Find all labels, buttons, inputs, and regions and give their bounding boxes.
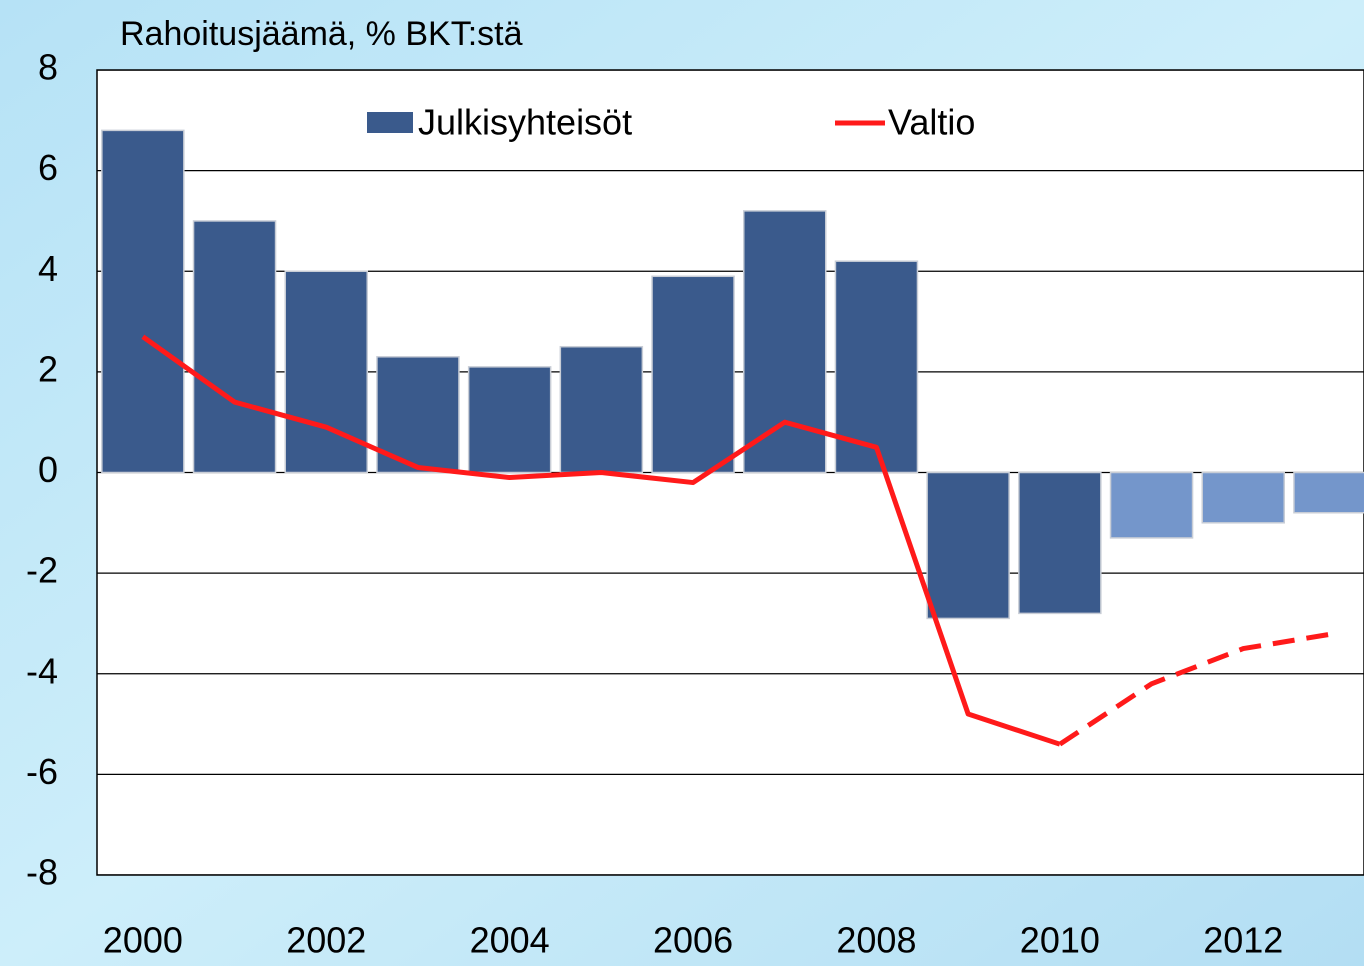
bar — [192, 220, 277, 474]
y-tick-label: 8 — [38, 47, 58, 88]
y-tick-label: 0 — [38, 449, 58, 490]
bar — [1018, 471, 1102, 615]
legend-label: Valtio — [888, 102, 975, 143]
x-tick-label: 2000 — [103, 920, 183, 961]
x-tick-label: 2008 — [836, 920, 916, 961]
y-tick-label: -8 — [26, 852, 58, 893]
bar — [559, 345, 644, 474]
line-dashed — [1058, 631, 1336, 747]
bar — [743, 210, 827, 474]
y-tick-label: 4 — [38, 248, 58, 289]
plot — [97, 70, 1364, 875]
line — [141, 334, 1061, 747]
legend-label: Julkisyhteisöt — [418, 102, 632, 143]
legend-swatch — [367, 112, 413, 133]
bar — [467, 366, 552, 474]
bar — [1201, 471, 1285, 524]
y-tick-label: -6 — [26, 751, 58, 792]
x-tick-label: 2012 — [1203, 920, 1283, 961]
x-tick-label: 2010 — [1020, 920, 1100, 961]
bar — [1293, 471, 1364, 514]
y-tick-label: -4 — [26, 650, 58, 691]
bar — [1109, 471, 1194, 539]
bar — [376, 356, 460, 474]
bar — [651, 275, 735, 474]
bar — [101, 129, 185, 474]
y-tick-label: -2 — [26, 550, 58, 591]
x-tick-label: 2006 — [653, 920, 733, 961]
y-tick-label: 6 — [38, 147, 58, 188]
y-tick-label: 2 — [38, 348, 58, 389]
bar — [926, 471, 1010, 620]
x-tick-label: 2002 — [286, 920, 366, 961]
chart-title: Rahoitusjäämä, % BKT:stä — [120, 15, 523, 53]
x-tick-label: 2004 — [470, 920, 550, 961]
